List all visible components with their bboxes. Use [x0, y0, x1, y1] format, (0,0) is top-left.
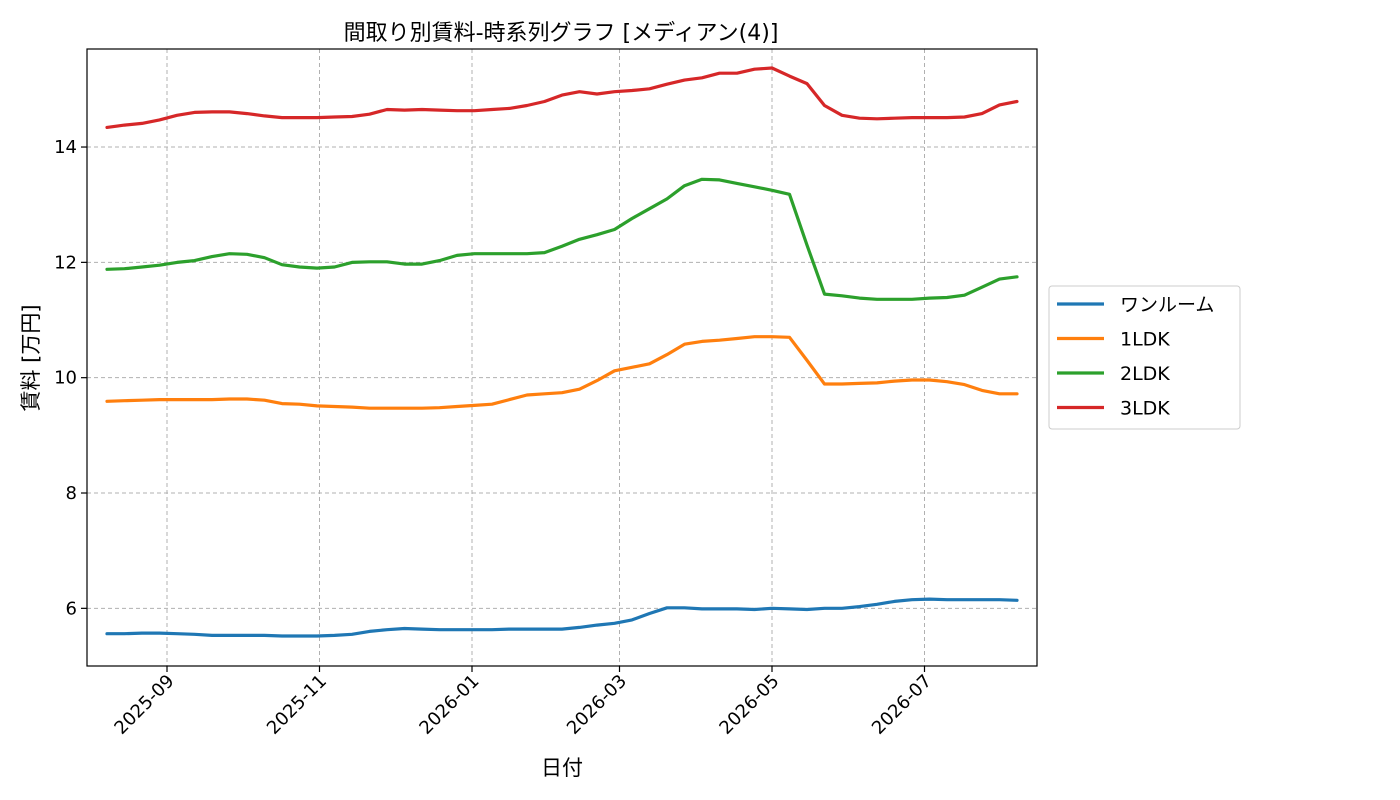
y-tick-label: 6 [66, 598, 77, 619]
chart-title: 間取り別賃料-時系列グラフ [メディアン(4)] [344, 21, 779, 46]
series-line-2 [105, 177, 1019, 301]
grid-lines [87, 49, 1037, 666]
y-axis-label: 賃料 [万円] [19, 304, 43, 411]
series-line-0 [105, 597, 1019, 638]
plot-frame [86, 48, 1038, 667]
legend-label: ワンルーム [1120, 294, 1214, 316]
legend-label: 1LDK [1120, 329, 1170, 351]
x-tick-label: 2025-09 [110, 671, 178, 739]
y-tick-label: 10 [54, 368, 77, 389]
y-axis-ticks: 6 8 10 12 14 [54, 137, 87, 619]
legend-box [1048, 285, 1241, 430]
y-tick-label: 14 [54, 137, 77, 158]
y-tick-label: 12 [54, 252, 77, 273]
x-axis-ticks: 2025-09 2025-11 2026-01 2026-03 2026-05 2026-… [110, 666, 936, 739]
x-tick-label: 2025-11 [263, 671, 331, 739]
x-tick-label: 2026-01 [415, 671, 483, 739]
series-line-3 [105, 66, 1019, 130]
series-lines [105, 66, 1019, 638]
x-tick-label: 2026-07 [868, 671, 936, 739]
legend-label: 3LDK [1120, 398, 1170, 420]
series-line-1 [105, 335, 1019, 410]
legend-label: 2LDK [1120, 363, 1170, 385]
legend: ワンルーム 1LDK 2LDK 3LDK [1048, 285, 1241, 430]
x-tick-label: 2026-05 [715, 671, 783, 739]
x-tick-label: 2026-03 [563, 671, 631, 739]
y-tick-label: 8 [66, 483, 77, 504]
x-axis-label: 日付 [541, 756, 583, 780]
